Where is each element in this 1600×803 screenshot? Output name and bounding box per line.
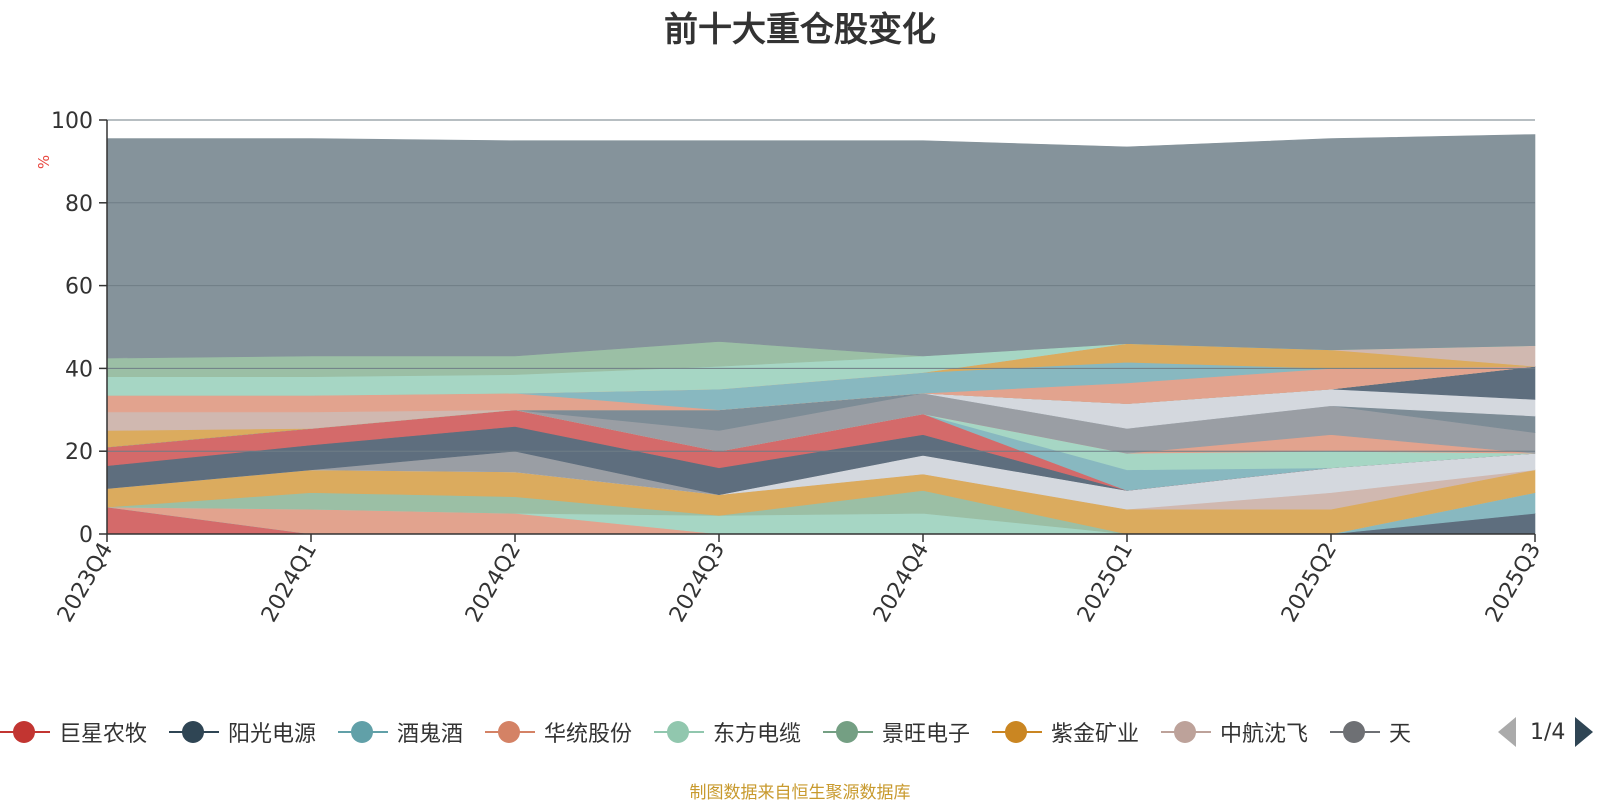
x-tick-label: 2024Q3 <box>665 539 730 627</box>
legend-label: 阳光电源 <box>228 722 317 747</box>
x-tick-label: 2023Q4 <box>53 539 118 627</box>
legend-label: 酒鬼酒 <box>397 722 464 747</box>
y-tick-label: 20 <box>65 440 93 465</box>
legend-item[interactable]: 巨星农牧 <box>0 712 147 752</box>
legend-marker-icon <box>169 720 219 744</box>
legend-marker-icon <box>992 720 1042 744</box>
area-series-27 <box>106 134 1536 359</box>
legend-item[interactable]: 紫金矿业 <box>992 712 1139 752</box>
source-note: 制图数据来自恒生聚源数据库 <box>689 783 911 803</box>
legend-label: 东方电缆 <box>713 722 802 747</box>
x-tick-label: 2025Q2 <box>1277 539 1342 627</box>
y-tick-label: 40 <box>65 357 93 382</box>
y-tick-label: 60 <box>65 275 93 300</box>
legend-viewport: 巨星农牧 阳光电源 酒鬼酒 华统股份 东方电缆 景旺电子 紫金矿业 中航沈飞 天 <box>0 712 1482 752</box>
y-tick-label: 0 <box>79 523 93 548</box>
y-tick-label: 100 <box>51 109 93 134</box>
x-tick-label: 2025Q1 <box>1073 539 1138 627</box>
y-axis-label: % <box>35 155 53 169</box>
legend-marker-icon <box>654 720 704 744</box>
legend-marker-icon <box>1330 720 1380 744</box>
legend-label: 华统股份 <box>544 722 633 747</box>
legend: 巨星农牧 阳光电源 酒鬼酒 华统股份 东方电缆 景旺电子 紫金矿业 中航沈飞 天 1/4 <box>0 712 1600 752</box>
legend-item[interactable]: 天 <box>1330 712 1411 752</box>
x-tick-label: 2024Q4 <box>869 539 934 627</box>
legend-item[interactable]: 中航沈飞 <box>1161 712 1308 752</box>
legend-marker-icon <box>338 720 388 744</box>
legend-label: 中航沈飞 <box>1220 722 1309 747</box>
legend-label: 景旺电子 <box>882 722 971 747</box>
legend-label: 巨星农牧 <box>59 722 148 747</box>
legend-next-page-icon[interactable] <box>1575 717 1594 747</box>
x-tick-label: 2024Q2 <box>461 539 526 627</box>
legend-pager: 1/4 <box>1498 712 1594 752</box>
x-tick-label: 2025Q3 <box>1481 539 1546 627</box>
legend-marker-icon <box>0 720 50 744</box>
legend-item[interactable]: 景旺电子 <box>823 712 970 752</box>
legend-label: 天 <box>1389 722 1412 747</box>
legend-item[interactable]: 华统股份 <box>485 712 632 752</box>
legend-page-indicator: 1/4 <box>1530 719 1566 745</box>
legend-marker-icon <box>823 720 873 744</box>
legend-item[interactable]: 阳光电源 <box>169 712 316 752</box>
legend-marker-icon <box>485 720 535 744</box>
legend-marker-icon <box>1161 720 1211 744</box>
y-tick-label: 80 <box>65 192 93 217</box>
x-tick-label: 2024Q1 <box>257 539 322 627</box>
chart-title: 前十大重仓股变化 <box>664 10 936 50</box>
legend-prev-page-icon[interactable] <box>1498 717 1516 747</box>
legend-item[interactable]: 酒鬼酒 <box>338 712 463 752</box>
legend-item[interactable]: 东方电缆 <box>654 712 801 752</box>
legend-label: 紫金矿业 <box>1051 722 1140 747</box>
